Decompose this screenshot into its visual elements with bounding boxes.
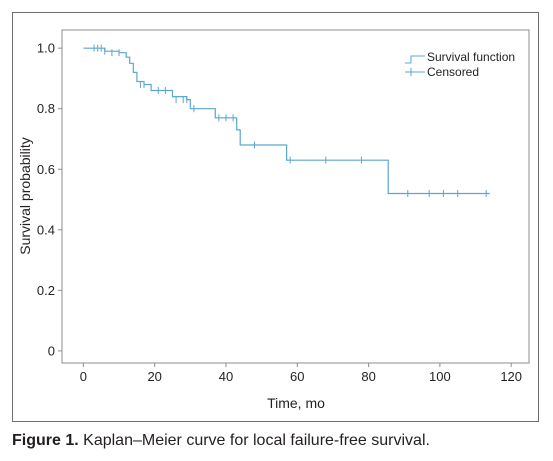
y-tick-label: 0.2 [37, 283, 55, 298]
x-tick-label: 20 [147, 369, 161, 384]
y-axis-title: Survival probability [17, 137, 33, 255]
x-tick-label: 100 [429, 369, 451, 384]
legend: Survival function Censored [405, 50, 515, 79]
y-tick-label: 1.0 [37, 41, 55, 56]
legend-survival-label: Survival function [427, 50, 515, 64]
x-tick-label: 0 [80, 369, 87, 384]
x-axis-ticks: 0 20 40 60 80 100 120 [80, 363, 522, 384]
legend-censored-label: Censored [427, 65, 479, 79]
y-tick-label: 0.8 [37, 101, 55, 116]
legend-survival-swatch [405, 55, 425, 64]
x-tick-label: 120 [500, 369, 522, 384]
y-tick-label: 0.6 [37, 162, 55, 177]
x-tick-label: 80 [361, 369, 375, 384]
series-layer [83, 44, 490, 197]
figure-label: Figure 1. [12, 432, 79, 449]
plot-area [61, 29, 530, 364]
figure-caption-text: Kaplan–Meier curve for local failure-fre… [83, 432, 430, 449]
x-tick-label: 60 [290, 369, 304, 384]
y-tick-label: 0.4 [37, 222, 55, 237]
km-chart: 0 20 40 60 80 100 120 0 0.2 0.4 0.6 0.8 1.0 Time, m… [17, 29, 530, 411]
survival-function-line [83, 47, 490, 195]
figure-frame: 0 20 40 60 80 100 120 0 0.2 0.4 0.6 0.8 1.0 Time, m… [12, 12, 539, 422]
x-tick-label: 40 [219, 369, 233, 384]
figure-caption: Figure 1. Kaplan–Meier curve for local f… [12, 432, 430, 450]
x-axis-title: Time, mo [267, 395, 325, 411]
y-axis-ticks: 0 0.2 0.4 0.6 0.8 1.0 [37, 41, 62, 358]
y-tick-label: 0 [48, 343, 55, 358]
